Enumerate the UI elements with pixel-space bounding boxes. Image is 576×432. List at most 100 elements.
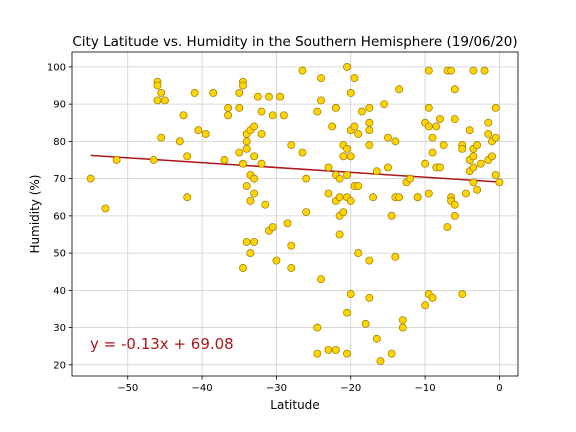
data-point (343, 308, 351, 317)
y-tick-label: 70 (53, 174, 66, 185)
data-point (317, 275, 325, 284)
y-tick-label: 100 (47, 62, 66, 73)
data-point (391, 137, 400, 146)
data-point (268, 111, 277, 120)
data-point (424, 122, 433, 131)
grid-lines (72, 52, 518, 376)
plot-area-frame (71, 51, 519, 377)
data-point (239, 81, 247, 90)
data-point (302, 174, 311, 183)
data-point (447, 66, 456, 75)
data-point (335, 230, 344, 239)
data-point (469, 163, 478, 172)
data-point (395, 193, 404, 202)
data-point (246, 197, 255, 205)
data-point (335, 174, 344, 183)
data-point (272, 256, 281, 265)
data-point (235, 103, 244, 112)
data-point (365, 126, 374, 135)
data-point (450, 211, 459, 220)
data-point (469, 178, 478, 187)
data-point (101, 204, 110, 213)
data-point (242, 137, 251, 146)
data-point (324, 189, 333, 198)
data-point (242, 182, 251, 191)
data-point (298, 148, 307, 157)
data-point (194, 126, 203, 135)
data-point (183, 152, 192, 161)
data-point (491, 170, 500, 179)
data-point (324, 163, 333, 172)
data-point (239, 159, 247, 168)
data-point (346, 197, 355, 205)
data-point (380, 100, 389, 109)
y-tick-label: 90 (53, 100, 66, 111)
chart-title: City Latitude vs. Humidity in the Southe… (72, 34, 517, 50)
data-point (343, 62, 351, 71)
data-point (250, 237, 259, 246)
y-tick-label: 20 (53, 360, 66, 371)
data-point (298, 66, 307, 75)
data-point (439, 141, 448, 150)
data-point (86, 174, 95, 183)
data-point (339, 152, 348, 161)
data-point (424, 189, 433, 198)
data-point (458, 290, 467, 299)
data-point (365, 256, 374, 265)
data-point (257, 159, 266, 168)
data-point (372, 334, 381, 343)
data-point (383, 133, 392, 142)
data-point (239, 264, 247, 272)
data-point (354, 182, 363, 191)
x-tick-label: −40 (192, 383, 213, 394)
data-point (343, 144, 351, 153)
data-point (279, 111, 288, 120)
data-point (343, 170, 351, 179)
data-point (469, 66, 478, 75)
regression-line (90, 154, 500, 183)
data-point (354, 249, 363, 258)
data-points (86, 62, 504, 366)
data-point (473, 141, 482, 150)
data-point (201, 129, 210, 138)
data-point (346, 152, 355, 161)
x-tick-label: 0 (496, 383, 502, 394)
data-point (432, 122, 441, 131)
data-point (276, 92, 285, 101)
data-point (462, 189, 470, 198)
data-point (287, 141, 296, 150)
data-point (450, 85, 459, 94)
data-point (153, 81, 162, 90)
data-point (153, 96, 162, 105)
data-point (436, 163, 444, 172)
data-point (175, 137, 184, 146)
data-point (324, 345, 333, 354)
data-point (450, 115, 459, 123)
data-point (268, 223, 277, 231)
data-point (469, 152, 478, 161)
data-point (343, 349, 351, 358)
data-point (350, 74, 359, 83)
data-point (424, 66, 433, 75)
data-point (112, 156, 121, 164)
data-point (387, 349, 396, 358)
data-point (365, 141, 374, 150)
data-point (395, 85, 404, 94)
data-point (313, 349, 322, 358)
data-point (242, 144, 251, 153)
data-point (365, 293, 374, 302)
x-tick-label: −20 (340, 383, 361, 394)
y-tick-label: 60 (53, 211, 66, 222)
data-point (480, 66, 489, 75)
data-point (484, 118, 493, 127)
data-point (250, 152, 259, 161)
data-point (224, 103, 233, 112)
data-point (372, 167, 381, 176)
data-point (302, 208, 311, 217)
data-point (179, 111, 188, 120)
data-point (484, 129, 493, 138)
x-tick-label: −10 (415, 383, 436, 394)
data-point (458, 144, 467, 153)
y-tick-label: 80 (53, 137, 66, 148)
